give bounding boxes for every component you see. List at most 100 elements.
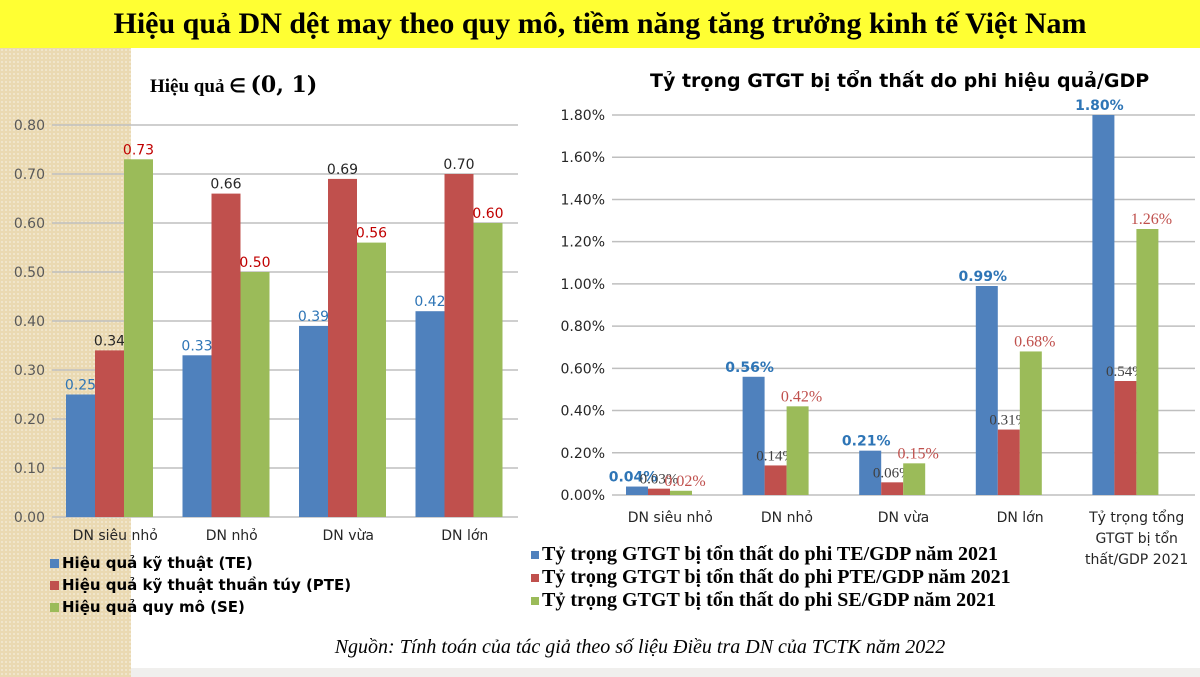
bar-value-label: 1.26%	[1131, 211, 1172, 228]
legend-item-pte-gdp: Tỷ trọng GTGT bị tổn thất do phi PTE/GDP…	[531, 566, 1011, 589]
bar-value-label: 0.42	[414, 294, 445, 310]
bar-value-label: 0.39	[298, 309, 329, 325]
bar-value-label: 0.04%	[609, 470, 658, 486]
bar-value-label: 0.56	[356, 226, 387, 242]
bar	[444, 174, 474, 517]
bar	[648, 488, 670, 495]
legend-swatch-pte	[50, 580, 59, 590]
legend-label: Tỷ trọng GTGT bị tổn thất do phi PTE/GDP…	[542, 566, 1011, 588]
x-category-label: DN lớn	[997, 510, 1044, 526]
x-category-label: Tỷ trọng tổng	[1088, 509, 1184, 526]
y-tick-label: 0.60%	[561, 361, 605, 377]
bar	[881, 482, 904, 495]
left-chart-subtitle-text: Hiệu quả ∈	[150, 76, 246, 97]
y-tick-label: 0.60	[14, 216, 45, 232]
x-category-label: thất/GDP 2021	[1085, 552, 1188, 568]
y-tick-label: 0.10	[14, 461, 45, 477]
bar	[1019, 351, 1042, 495]
bar-value-label: 0.73	[123, 142, 154, 158]
bar-value-label: 0.33	[181, 338, 212, 354]
y-tick-label: 0.80%	[561, 319, 605, 335]
x-category-label: GTGT bị tổn	[1095, 530, 1177, 547]
legend-label: Tỷ trọng GTGT bị tổn thất do phi TE/GDP …	[542, 543, 999, 565]
left-chart-subtitle: Hiệu quả ∈ (0, 1)	[150, 72, 317, 98]
x-category-label: DN lớn	[441, 528, 488, 544]
bar	[1092, 115, 1115, 495]
bar-value-label: 0.50	[239, 255, 270, 271]
legend-label: Hiệu quả kỹ thuật thuần túy (PTE)	[62, 576, 352, 594]
bar	[1114, 381, 1137, 495]
legend-label: Hiệu quả quy mô (SE)	[62, 598, 245, 616]
bar	[473, 223, 503, 517]
bar-value-label: 0.69	[327, 162, 358, 178]
legend-item-se: Hiệu quả quy mô (SE)	[50, 596, 351, 618]
y-tick-label: 1.80%	[561, 108, 605, 124]
legend-item-se-gdp: Tỷ trọng GTGT bị tổn thất do phi SE/GDP …	[531, 589, 1011, 612]
bar	[211, 193, 241, 517]
bar	[240, 272, 270, 517]
bar-value-label: 0.42%	[781, 388, 822, 405]
legend-item-te-gdp: Tỷ trọng GTGT bị tổn thất do phi TE/GDP …	[531, 543, 1011, 566]
bar	[670, 490, 692, 495]
left-chart-subtitle-math: (0, 1)	[250, 72, 318, 98]
legend-swatch-se	[531, 596, 539, 605]
bar-value-label: 1.80%	[1075, 98, 1124, 114]
bar	[124, 159, 153, 518]
y-tick-label: 0.70	[14, 167, 45, 183]
title-bar: Hiệu quả DN dệt may theo quy mô, tiềm nă…	[0, 0, 1200, 48]
bar	[903, 463, 926, 495]
page-title: Hiệu quả DN dệt may theo quy mô, tiềm nă…	[113, 7, 1087, 40]
y-tick-label: 0.80	[14, 118, 45, 134]
y-tick-label: 0.50	[14, 265, 45, 281]
bar-value-label: 0.15%	[898, 445, 939, 462]
bar	[1136, 229, 1159, 495]
y-tick-label: 0.30	[14, 363, 45, 379]
y-tick-label: 1.40%	[561, 192, 605, 208]
y-tick-label: 1.00%	[561, 277, 605, 293]
legend-label: Hiệu quả kỹ thuật (TE)	[62, 554, 253, 572]
bar-value-label: 0.21%	[842, 434, 891, 450]
bar	[859, 450, 882, 495]
y-tick-label: 0.20	[14, 412, 45, 428]
bar	[415, 311, 445, 517]
bar-value-label: 0.03%	[640, 472, 679, 488]
right-chart-legend: Tỷ trọng GTGT bị tổn thất do phi TE/GDP …	[531, 543, 1011, 612]
bar-value-label: 0.14%	[756, 448, 795, 464]
bar-value-label: 0.60	[472, 206, 503, 222]
x-category-label: DN nhỏ	[761, 510, 813, 526]
x-category-label: DN siêu nhỏ	[73, 528, 158, 544]
y-tick-label: 0.40%	[561, 404, 605, 420]
legend-swatch-se	[50, 602, 59, 612]
x-category-label: DN siêu nhỏ	[628, 510, 713, 526]
bar	[95, 350, 124, 517]
source-note: Nguồn: Tính toán của tác giả theo số liệ…	[334, 636, 946, 658]
bar-value-label: 0.54%	[1106, 364, 1145, 380]
bar	[764, 465, 787, 495]
bar	[299, 325, 328, 517]
bar	[786, 406, 809, 495]
bar	[182, 355, 212, 517]
bar-value-label: 0.34	[94, 333, 125, 349]
y-tick-label: 0.00	[14, 510, 45, 526]
bar-value-label: 0.68%	[1014, 333, 1055, 350]
y-tick-label: 0.00%	[561, 488, 605, 504]
bar	[66, 394, 95, 517]
y-tick-label: 1.20%	[561, 235, 605, 251]
x-category-label: DN vừa	[878, 510, 929, 526]
x-category-label: DN nhỏ	[206, 528, 258, 544]
legend-swatch-te	[531, 550, 539, 559]
bar-value-label: 0.31%	[989, 413, 1028, 429]
bar	[997, 429, 1020, 495]
right-chart-title: Tỷ trọng GTGT bị tổn thất do phi hiệu qu…	[650, 70, 1150, 92]
bar-value-label: 0.56%	[725, 360, 774, 376]
bar	[975, 286, 998, 495]
bar-value-label: 0.25	[65, 378, 96, 394]
bar-value-label: 0.70	[443, 157, 474, 173]
x-category-label: DN vừa	[323, 528, 374, 544]
legend-item-te: Hiệu quả kỹ thuật (TE)	[50, 552, 351, 574]
bottom-strip	[131, 668, 1200, 677]
bar	[357, 242, 386, 517]
left-chart-legend: Hiệu quả kỹ thuật (TE) Hiệu quả kỹ thuật…	[50, 552, 351, 618]
legend-item-pte: Hiệu quả kỹ thuật thuần túy (PTE)	[50, 574, 351, 596]
